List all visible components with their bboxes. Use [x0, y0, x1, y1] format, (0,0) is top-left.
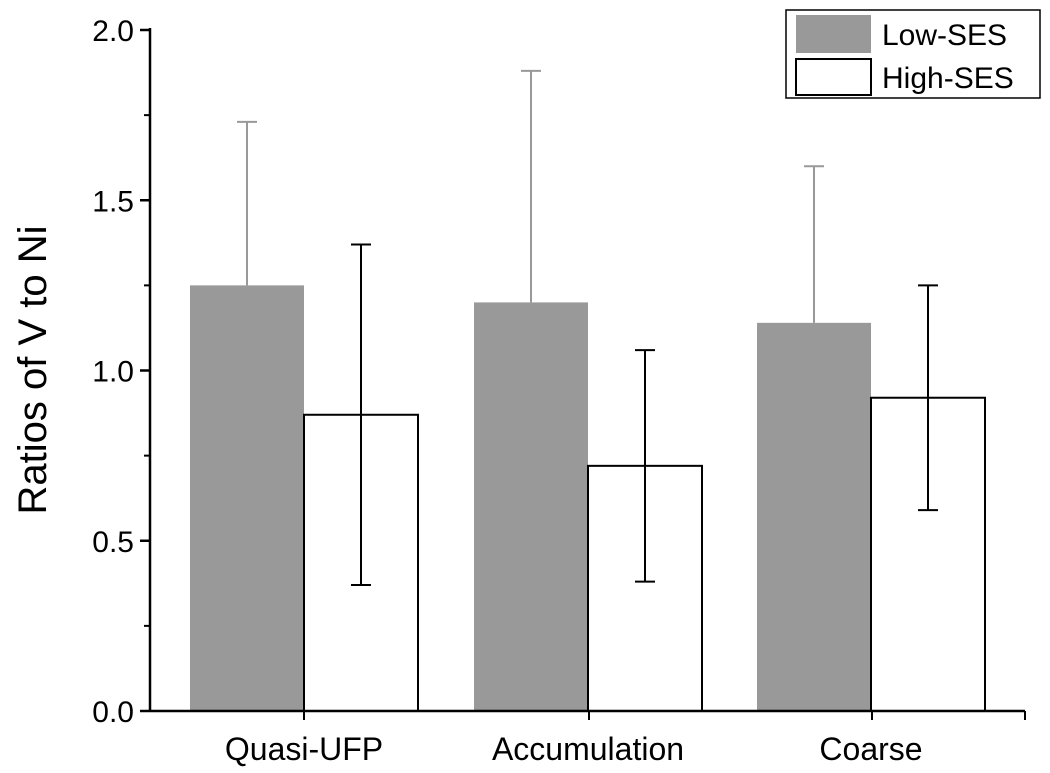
legend-label-high-ses: High-SES: [882, 62, 1014, 95]
x-tick-label-0: Quasi-UFP: [225, 731, 383, 767]
y-axis-label: Ratios of V to Ni: [11, 225, 55, 514]
bar-low-ses-2: [757, 322, 871, 711]
y-tick-label-2: 1.0: [92, 356, 134, 389]
legend-swatch-high-ses: [795, 58, 872, 96]
legend: Low-SES High-SES: [785, 9, 1041, 99]
y-tick-label-3: 1.5: [92, 185, 134, 218]
x-tick-label-2: Coarse: [819, 731, 922, 767]
bar-low-ses-0: [190, 285, 304, 711]
bar-low-ses-1: [474, 302, 588, 711]
y-tick-label-4: 2.0: [92, 15, 134, 48]
x-tick-label-1: Accumulation: [492, 731, 684, 767]
y-tick-label-0: 0.0: [92, 696, 134, 729]
legend-label-low-ses: Low-SES: [882, 19, 1007, 52]
y-tick-label-1: 0.5: [92, 526, 134, 559]
legend-swatch-low-ses: [796, 15, 871, 53]
